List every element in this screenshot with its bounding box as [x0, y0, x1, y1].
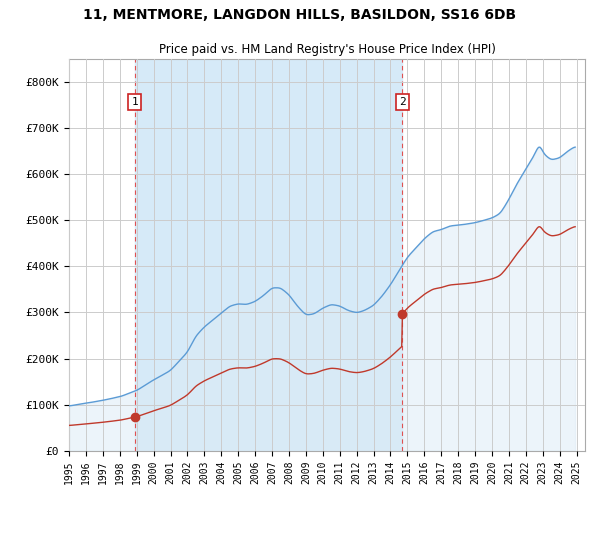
- Text: 2: 2: [399, 97, 406, 107]
- Bar: [134, 59, 403, 451]
- Title: Price paid vs. HM Land Registry's House Price Index (HPI): Price paid vs. HM Land Registry's House …: [158, 43, 496, 56]
- Text: 1: 1: [131, 97, 138, 107]
- Text: 11, MENTMORE, LANGDON HILLS, BASILDON, SS16 6DB: 11, MENTMORE, LANGDON HILLS, BASILDON, S…: [83, 8, 517, 22]
